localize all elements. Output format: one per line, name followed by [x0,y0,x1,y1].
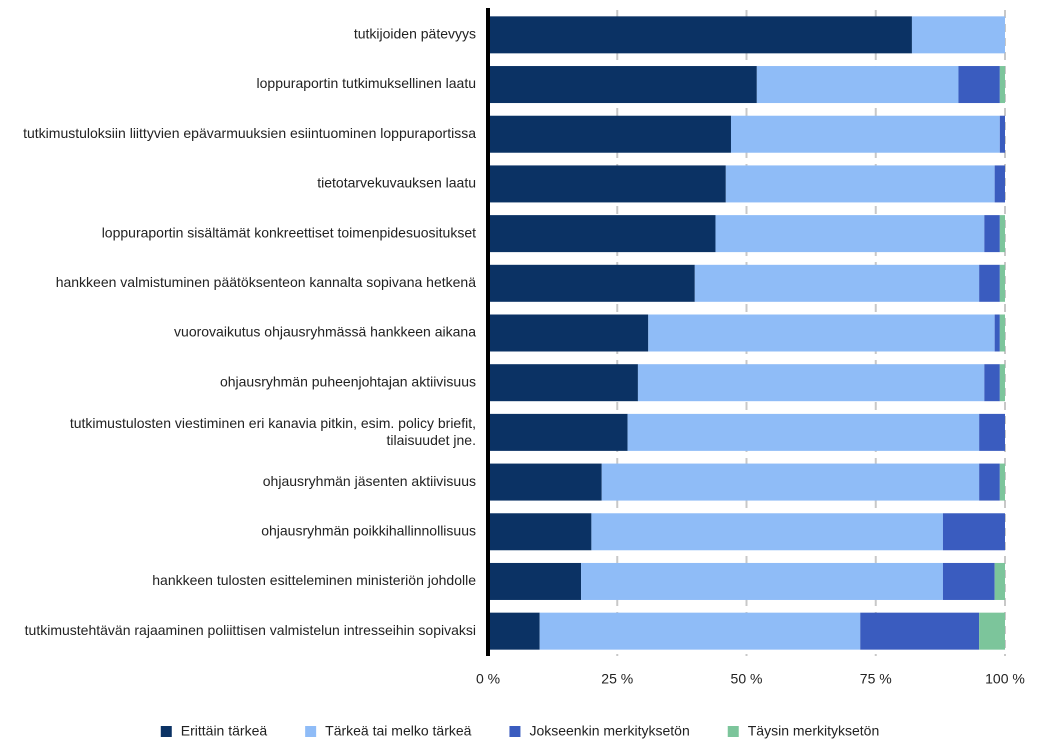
x-tick-label: 25 % [601,671,633,687]
bar-segment [627,413,980,451]
bar-segment [999,314,1005,352]
category-label: ohjausryhmän puheenjohtajan aktiivisuus [220,373,476,389]
category-label: loppuraportin sisältämät konkreettiset t… [102,224,476,240]
bar-segment [942,562,995,600]
bar-segment [979,463,1000,501]
bar-segment [648,314,995,352]
category-label: ohjausryhmän poikkihallinnollisuus [261,522,476,538]
bar-segment [488,513,592,551]
bar-segment [994,562,1005,600]
bar-segment [984,215,1000,253]
bar-segment [539,612,861,650]
bar-segment [730,115,1000,153]
bar-segment [488,215,716,253]
bar-segment [979,264,1000,302]
legend-label: Tärkeä tai melko tärkeä [325,723,471,739]
bar-segment [725,165,995,203]
legend-label: Täysin merkityksetön [748,723,879,739]
bar-segment [694,264,980,302]
bar-segment [488,165,726,203]
bar-segment [999,264,1005,302]
category-label: ohjausryhmän jäsenten aktiivisuus [263,473,476,489]
category-label: tutkimustehtävän rajaaminen poliittisen … [25,622,476,638]
bar-segment [756,66,959,104]
legend-swatch [160,726,172,737]
x-tick-label: 50 % [731,671,763,687]
x-tick-label: 75 % [860,671,892,687]
bar-segment [979,612,1005,650]
legend-swatch [305,726,317,737]
bar-segment [488,314,649,352]
bar-segment [601,463,980,501]
category-label: tutkijoiden pätevyys [354,26,476,42]
x-tick-label: 100 % [985,671,1025,687]
category-label: tietotarvekuvauksen laatu [317,175,476,191]
bar-segment [488,562,582,600]
bar-segment [488,115,731,153]
bar-segment [942,513,1005,551]
bar-segment [999,66,1005,104]
category-label: hankkeen tulosten esitteleminen minister… [152,572,476,588]
bar-segment [999,115,1005,153]
legend-label: Jokseenkin merkityksetön [529,723,689,739]
x-tick-label: 0 % [476,671,500,687]
bar-segment [591,513,943,551]
category-label: hankkeen valmistuminen päätöksenteon kan… [56,274,477,290]
bar-segment [488,16,912,54]
bar-segment [911,16,1005,54]
category-label: loppuraportin tutkimuksellinen laatu [257,75,476,91]
bar-segment [860,612,980,650]
legend-swatch [509,726,521,737]
bar-segment [999,215,1005,253]
legend-label: Erittäin tärkeä [181,723,268,739]
bar-segment [994,165,1005,203]
bar-segment [488,463,602,501]
bar-segment [488,264,695,302]
category-label: tutkimustuloksiin liittyvien epävarmuuks… [23,125,476,141]
bar-segment [637,364,985,402]
bar-segment [984,364,1000,402]
bar-segment [581,562,943,600]
legend-swatch [727,726,739,737]
bar-segment [488,66,757,104]
category-label: tutkimustulosten viestiminen eri kanavia… [70,415,476,448]
bar-segment [979,413,1005,451]
bar-segment [715,215,985,253]
bar-segment [999,463,1005,501]
legend: Erittäin tärkeä Tärkeä tai melko tärkeä Jo… [160,723,879,739]
bar-segment [999,364,1005,402]
category-label: vuorovaikutus ohjausryhmässä hankkeen ai… [174,324,476,340]
bar-segment [488,413,628,451]
bar-segment [488,364,638,402]
bar-segment [994,314,1000,352]
bar-segment [958,66,1000,104]
bar-segment [488,612,540,650]
